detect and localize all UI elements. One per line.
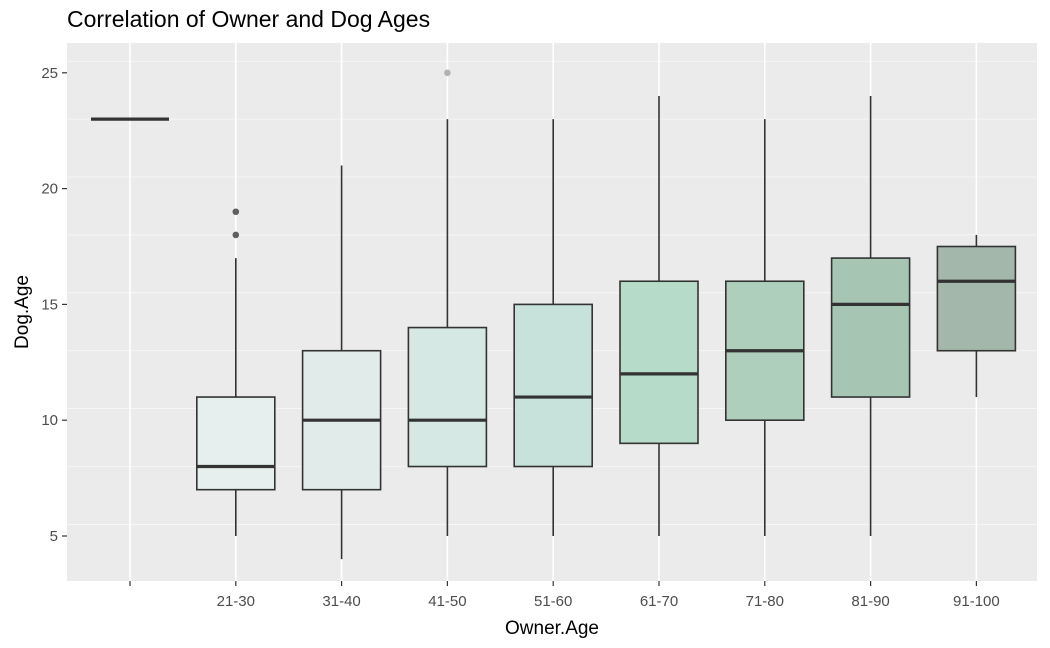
y-tick-label: 15 xyxy=(41,296,58,313)
x-tick-label: 31-40 xyxy=(322,593,360,610)
x-tick-label: 51-60 xyxy=(534,593,572,610)
box-31-40 xyxy=(301,165,382,560)
y-tick-label: 25 xyxy=(41,65,58,82)
box-41-50 xyxy=(407,69,488,536)
outlier-point xyxy=(232,208,240,216)
box-iqr xyxy=(936,245,1017,352)
y-axis-ticks: 5 10 15 20 25 xyxy=(41,65,67,545)
y-tick-label: 20 xyxy=(41,181,58,198)
y-axis-title: Dog.Age xyxy=(12,275,33,349)
box-iqr xyxy=(513,303,594,468)
box-iqr xyxy=(619,280,699,445)
box-iqr xyxy=(830,257,911,398)
x-tick-label: 61-70 xyxy=(640,593,678,610)
x-axis-title: Owner.Age xyxy=(505,618,599,639)
box-21-30 xyxy=(196,208,276,536)
outlier-point xyxy=(444,69,451,77)
chart-title: Correlation of Owner and Dog Ages xyxy=(67,6,431,32)
outlier-point xyxy=(232,231,240,239)
boxes xyxy=(91,69,1017,560)
x-axis-ticks: 21-30 31-40 41-50 51-60 61-70 71-80 81-90 91-10… xyxy=(129,581,1000,610)
box-51-60 xyxy=(513,119,594,536)
box-iqr xyxy=(196,396,276,491)
y-tick-label: 5 xyxy=(50,528,58,545)
x-tick-label: 21-30 xyxy=(217,593,255,610)
x-tick-label: 91-100 xyxy=(953,593,1000,610)
box-71-80 xyxy=(724,119,805,536)
box-81-90 xyxy=(830,95,911,536)
box-91-100 xyxy=(936,234,1017,398)
box-61-70 xyxy=(619,95,699,536)
y-tick-label: 10 xyxy=(41,412,58,429)
box-iqr xyxy=(407,326,488,468)
x-tick-label: 41-50 xyxy=(428,593,466,610)
x-tick-label: 71-80 xyxy=(746,593,784,610)
x-tick-label: 81-90 xyxy=(851,593,889,610)
